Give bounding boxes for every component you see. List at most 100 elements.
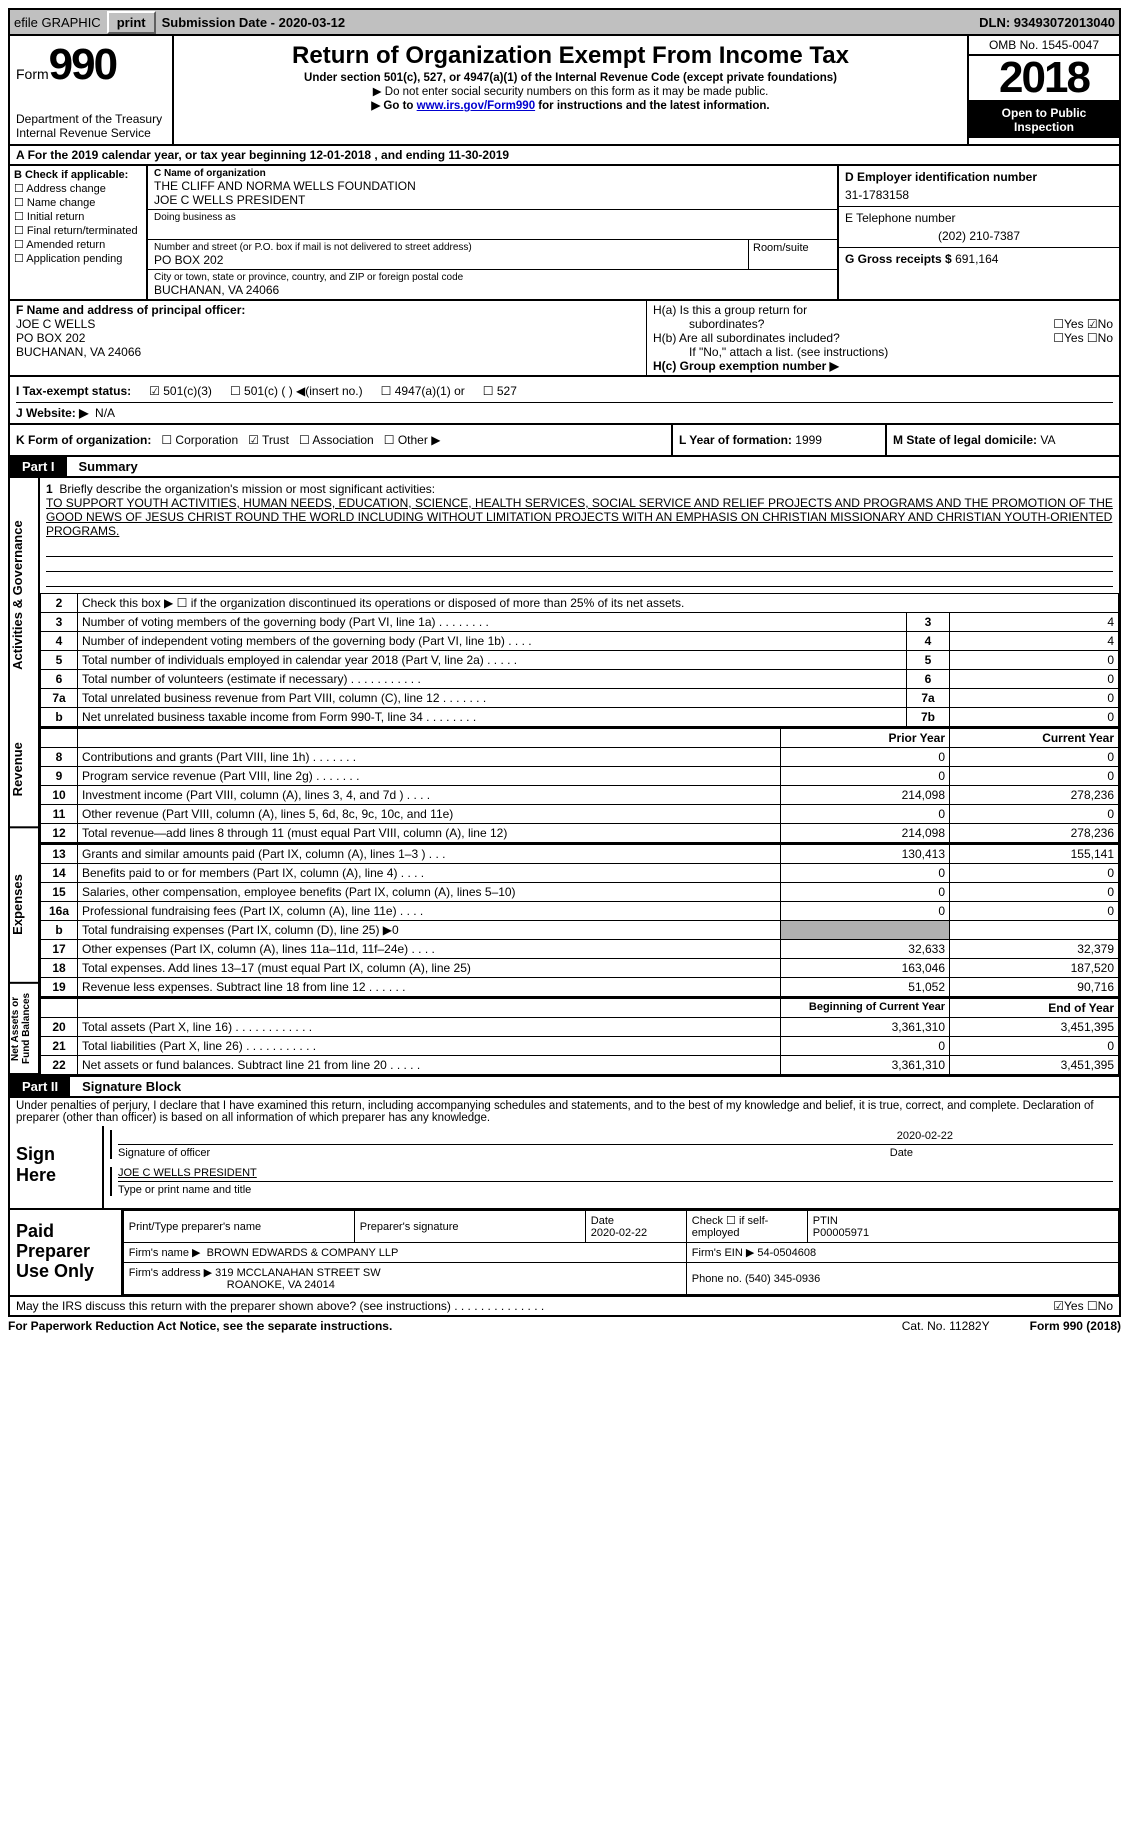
chk-pending[interactable]: ☐ Application pending xyxy=(14,252,142,265)
governance-table: 2Check this box ▶ ☐ if the organization … xyxy=(40,593,1119,727)
firm-ein: 54-0504608 xyxy=(757,1247,816,1259)
print-button[interactable]: print xyxy=(107,11,156,34)
chk-address[interactable]: ☐ Address change xyxy=(14,182,142,195)
form-title: Return of Organization Exempt From Incom… xyxy=(182,42,959,70)
room-suite: Room/suite xyxy=(748,240,837,269)
org-address: PO BOX 202 xyxy=(154,253,742,267)
dept-line2: Internal Revenue Service xyxy=(16,126,166,140)
chk-final[interactable]: ☐ Final return/terminated xyxy=(14,224,142,237)
officer-addr1: PO BOX 202 xyxy=(16,331,640,345)
tab-expenses: Expenses xyxy=(10,828,38,984)
table-row: 11Other revenue (Part VIII, column (A), … xyxy=(41,805,1119,824)
chk-name[interactable]: ☐ Name change xyxy=(14,196,142,209)
table-row: 8Contributions and grants (Part VIII, li… xyxy=(41,748,1119,767)
sign-date: 2020-02-22 xyxy=(897,1130,1113,1144)
firm-name: BROWN EDWARDS & COMPANY LLP xyxy=(207,1247,399,1259)
table-row: 6Total number of volunteers (estimate if… xyxy=(41,670,1119,689)
table-row: 20Total assets (Part X, line 16) . . . .… xyxy=(41,1018,1119,1037)
form-word: Form xyxy=(16,66,49,82)
table-row: 5Total number of individuals employed in… xyxy=(41,651,1119,670)
table-row: 4Number of independent voting members of… xyxy=(41,632,1119,651)
officer-printed: JOE C WELLS PRESIDENT xyxy=(118,1167,257,1181)
dln-label: DLN: 93493072013040 xyxy=(979,15,1115,30)
table-row: 15Salaries, other compensation, employee… xyxy=(41,883,1119,902)
tab-revenue: Revenue xyxy=(10,713,38,828)
page-footer: For Paperwork Reduction Act Notice, see … xyxy=(8,1317,1121,1335)
identity-block: B Check if applicable: ☐ Address change … xyxy=(8,166,1121,301)
chk-assoc[interactable]: ☐ Association xyxy=(299,433,374,447)
part1-header: Part I Summary xyxy=(8,457,1121,478)
phone-value: (202) 210-7387 xyxy=(845,229,1113,243)
table-row: bTotal fundraising expenses (Part IX, co… xyxy=(41,921,1119,940)
form-org-row: K Form of organization: ☐ Corporation ☑ … xyxy=(8,425,1121,457)
irs-link[interactable]: www.irs.gov/Form990 xyxy=(417,100,535,112)
expenses-table: 13Grants and similar amounts paid (Part … xyxy=(40,843,1119,997)
cat-no: Cat. No. 11282Y xyxy=(902,1319,990,1333)
state-domicile: VA xyxy=(1040,433,1055,447)
tax-year-line: A For the 2019 calendar year, or tax yea… xyxy=(8,146,1121,166)
ptin-value: P00005971 xyxy=(813,1227,869,1239)
table-row: 7aTotal unrelated business revenue from … xyxy=(41,689,1119,708)
org-city: BUCHANAN, VA 24066 xyxy=(154,283,831,297)
table-row: 9Program service revenue (Part VIII, lin… xyxy=(41,767,1119,786)
org-name-2: JOE C WELLS PRESIDENT xyxy=(154,193,831,207)
firm-addr2: ROANOKE, VA 24014 xyxy=(129,1279,335,1291)
discuss-answer[interactable]: ☑Yes ☐No xyxy=(1053,1299,1113,1313)
website-value: N/A xyxy=(95,406,115,420)
prep-date: 2020-02-22 xyxy=(591,1227,647,1239)
table-row: bNet unrelated business taxable income f… xyxy=(41,708,1119,727)
tax-status-row: I Tax-exempt status: ☑ 501(c)(3) ☐ 501(c… xyxy=(8,377,1121,425)
officer-group-block: F Name and address of principal officer:… xyxy=(8,301,1121,377)
form-subtitle: Under section 501(c), 527, or 4947(a)(1)… xyxy=(182,72,959,84)
table-row: 10Investment income (Part VIII, column (… xyxy=(41,786,1119,805)
net-assets-table: Beginning of Current YearEnd of Year 20T… xyxy=(40,997,1119,1075)
form-note-ssn: ▶ Do not enter social security numbers o… xyxy=(182,84,959,98)
gross-receipts: 691,164 xyxy=(955,252,998,266)
tab-net-assets: Net Assets or Fund Balances xyxy=(10,984,38,1075)
sign-here-block: Sign Here 2020-02-22 Signature of office… xyxy=(8,1126,1121,1210)
chk-527[interactable]: ☐ 527 xyxy=(483,384,517,398)
discuss-row: May the IRS discuss this return with the… xyxy=(8,1297,1121,1317)
mission-text: TO SUPPORT YOUTH ACTIVITIES, HUMAN NEEDS… xyxy=(46,496,1113,538)
h-a-answer[interactable]: ☐Yes ☑No xyxy=(1053,317,1113,331)
table-row: 16aProfessional fundraising fees (Part I… xyxy=(41,902,1119,921)
table-row: 13Grants and similar amounts paid (Part … xyxy=(41,844,1119,864)
part2-header: Part II Signature Block xyxy=(8,1077,1121,1098)
perjury-text: Under penalties of perjury, I declare th… xyxy=(8,1098,1121,1126)
chk-amended[interactable]: ☐ Amended return xyxy=(14,238,142,251)
section-c: C Name of organization THE CLIFF AND NOR… xyxy=(148,166,839,299)
chk-self-employed[interactable]: Check ☐ if self-employed xyxy=(686,1211,807,1243)
table-row: 2Check this box ▶ ☐ if the organization … xyxy=(41,594,1119,613)
chk-trust[interactable]: ☑ Trust xyxy=(248,433,289,447)
open-inspection: Open to Public Inspection xyxy=(969,100,1119,138)
chk-501c3[interactable]: ☑ 501(c)(3) xyxy=(149,384,212,398)
chk-corp[interactable]: ☐ Corporation xyxy=(161,433,238,447)
mission-block: 1 Briefly describe the organization's mi… xyxy=(40,478,1119,542)
chk-501c[interactable]: ☐ 501(c) ( ) ◀(insert no.) xyxy=(230,384,363,398)
officer-addr2: BUCHANAN, VA 24066 xyxy=(16,345,640,359)
h-b-answer[interactable]: ☐Yes ☐No xyxy=(1053,331,1113,345)
officer-name: JOE C WELLS xyxy=(16,317,640,331)
org-name-1: THE CLIFF AND NORMA WELLS FOUNDATION xyxy=(154,179,831,193)
table-row: 17Other expenses (Part IX, column (A), l… xyxy=(41,940,1119,959)
ein-value: 31-1783158 xyxy=(845,188,1113,202)
table-row: 19Revenue less expenses. Subtract line 1… xyxy=(41,978,1119,997)
submission-date: Submission Date - 2020-03-12 xyxy=(162,15,346,30)
chk-4947[interactable]: ☐ 4947(a)(1) or xyxy=(381,384,465,398)
section-b: B Check if applicable: ☐ Address change … xyxy=(10,166,148,299)
chk-initial[interactable]: ☐ Initial return xyxy=(14,210,142,223)
summary-grid: Activities & Governance Revenue Expenses… xyxy=(8,478,1121,1077)
firm-addr1: 319 MCCLANAHAN STREET SW xyxy=(215,1267,380,1279)
efile-label: efile GRAPHIC xyxy=(14,15,101,30)
tab-governance: Activities & Governance xyxy=(10,478,38,713)
table-row: 3Number of voting members of the governi… xyxy=(41,613,1119,632)
chk-other[interactable]: ☐ Other ▶ xyxy=(384,433,441,447)
table-row: 14Benefits paid to or for members (Part … xyxy=(41,864,1119,883)
table-row: 21Total liabilities (Part X, line 26) . … xyxy=(41,1037,1119,1056)
table-row: 22Net assets or fund balances. Subtract … xyxy=(41,1056,1119,1075)
paid-preparer-block: Paid Preparer Use Only Print/Type prepar… xyxy=(8,1210,1121,1297)
form-number: 990 xyxy=(49,40,116,89)
table-row: 18Total expenses. Add lines 13–17 (must … xyxy=(41,959,1119,978)
form-header: Form990 Department of the Treasury Inter… xyxy=(8,36,1121,146)
revenue-table: Prior YearCurrent Year 8Contributions an… xyxy=(40,727,1119,843)
